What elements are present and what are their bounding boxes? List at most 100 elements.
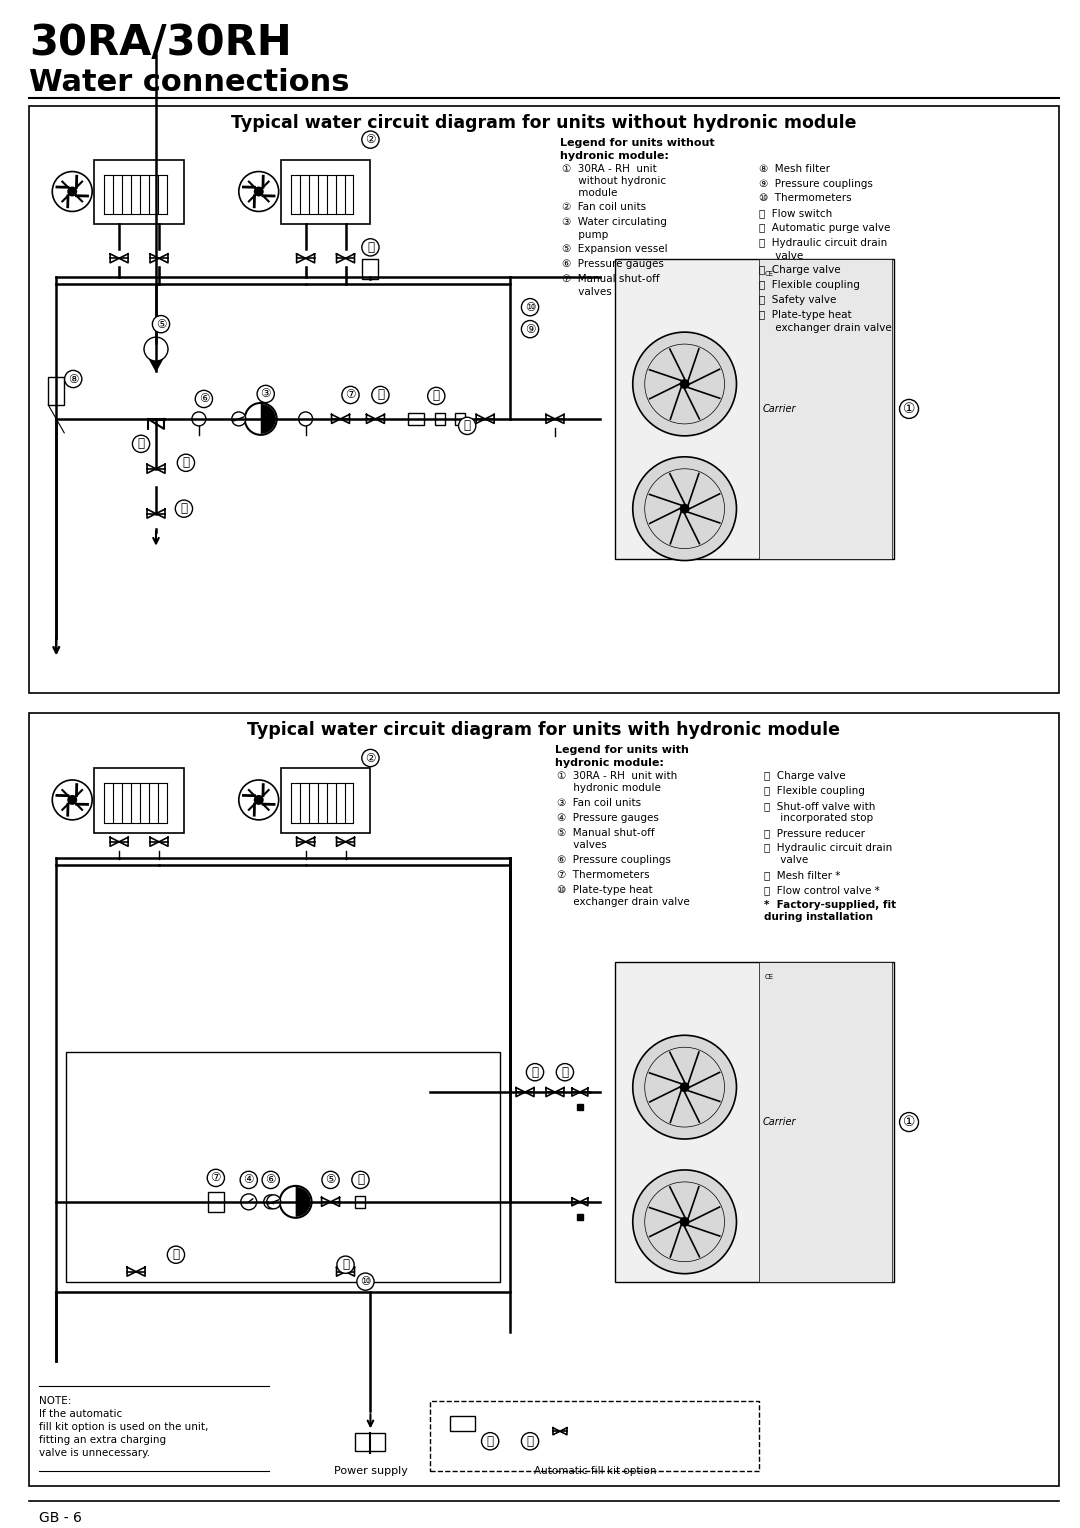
Text: ⑦: ⑦ — [211, 1172, 221, 1184]
Bar — [94, 769, 184, 833]
Text: ⑥: ⑥ — [199, 393, 210, 405]
Text: ⑫: ⑫ — [357, 1174, 364, 1186]
Bar — [759, 260, 892, 559]
Circle shape — [192, 413, 206, 426]
Circle shape — [679, 1082, 690, 1093]
Text: Carrier: Carrier — [762, 403, 796, 414]
Text: ⑭  Pressure reducer: ⑭ Pressure reducer — [765, 828, 865, 837]
Bar — [355, 1196, 365, 1207]
Wedge shape — [296, 1187, 311, 1216]
Text: ③  Water circulating
     pump: ③ Water circulating pump — [562, 217, 666, 240]
Text: ⑯: ⑯ — [137, 437, 145, 451]
Text: NOTE:
If the automatic
fill kit option is used on the unit,
fitting an extra cha: NOTE: If the automatic fill kit option i… — [39, 1397, 208, 1458]
Text: Automatic fill kit option: Automatic fill kit option — [534, 1467, 657, 1476]
Circle shape — [299, 413, 312, 426]
Text: ③  Fan coil units: ③ Fan coil units — [557, 798, 642, 808]
Bar — [615, 260, 894, 559]
Text: ⑨  Pressure couplings: ⑨ Pressure couplings — [759, 179, 874, 188]
Text: ②  Fan coil units: ② Fan coil units — [562, 203, 646, 212]
Text: CE: CE — [765, 272, 773, 277]
Bar — [355, 1433, 386, 1452]
Text: ⑬: ⑬ — [487, 1435, 494, 1447]
Text: ⑰  Flow control valve *: ⑰ Flow control valve * — [765, 885, 880, 895]
Text: ⑯  Mesh filter *: ⑯ Mesh filter * — [765, 869, 841, 880]
Circle shape — [679, 379, 690, 390]
Text: ⑪: ⑪ — [433, 390, 440, 402]
Bar — [615, 963, 894, 1282]
Text: ⑥  Pressure couplings: ⑥ Pressure couplings — [557, 854, 671, 865]
Bar — [29, 105, 1058, 694]
Circle shape — [52, 171, 92, 211]
Text: ⑩: ⑩ — [361, 1276, 370, 1288]
Bar — [29, 714, 1058, 1487]
Text: ⑮  Flexible coupling: ⑮ Flexible coupling — [759, 280, 861, 290]
Circle shape — [633, 1170, 737, 1274]
Text: ①: ① — [903, 402, 915, 416]
Bar — [66, 1053, 500, 1282]
Text: ⑩  Plate-type heat
     exchanger drain valve: ⑩ Plate-type heat exchanger drain valve — [557, 885, 690, 908]
Text: ①: ① — [903, 1115, 915, 1129]
Text: ⑭  Charge valve: ⑭ Charge valve — [759, 266, 841, 275]
Text: ①  30RA - RH  unit with
     hydronic module: ① 30RA - RH unit with hydronic module — [557, 772, 677, 793]
Text: ⑤  Manual shut-off
     valves: ⑤ Manual shut-off valves — [557, 828, 654, 850]
Circle shape — [245, 403, 276, 435]
Text: ⑯: ⑯ — [531, 1065, 539, 1079]
Polygon shape — [144, 348, 168, 371]
Text: ⑭: ⑭ — [183, 457, 189, 469]
Bar — [281, 159, 370, 225]
Text: ⑦  Thermometers: ⑦ Thermometers — [557, 869, 649, 880]
Circle shape — [241, 1193, 257, 1210]
Text: ⑤  Expansion vessel: ⑤ Expansion vessel — [562, 244, 667, 254]
Circle shape — [679, 504, 690, 513]
Text: CE: CE — [765, 975, 773, 981]
Bar — [363, 260, 378, 280]
Text: ⑩: ⑩ — [525, 301, 536, 313]
Bar — [94, 159, 184, 225]
Text: ⑰: ⑰ — [562, 1065, 568, 1079]
Circle shape — [264, 1195, 278, 1209]
Text: ⑰  Plate-type heat
     exchanger drain valve: ⑰ Plate-type heat exchanger drain valve — [759, 310, 892, 333]
Text: ⑰: ⑰ — [463, 419, 471, 432]
Bar — [281, 769, 370, 833]
Text: Legend for units with
hydronic module:: Legend for units with hydronic module: — [555, 746, 689, 769]
Bar — [450, 1416, 475, 1432]
Wedge shape — [260, 403, 275, 434]
Text: ②: ② — [365, 133, 376, 147]
Text: ⑫  Automatic purge valve: ⑫ Automatic purge valve — [759, 223, 891, 234]
Text: ⑤: ⑤ — [325, 1174, 336, 1186]
Text: ⑮: ⑮ — [377, 388, 383, 402]
Text: ⑯  Safety valve: ⑯ Safety valve — [759, 295, 837, 306]
Circle shape — [254, 186, 264, 197]
Circle shape — [633, 457, 737, 561]
Text: ⑭: ⑭ — [527, 1435, 534, 1447]
Circle shape — [67, 186, 77, 197]
Text: ⑫  Flexible coupling: ⑫ Flexible coupling — [765, 785, 865, 796]
Circle shape — [67, 795, 77, 805]
Text: ⑬  Hydraulic circuit drain
     valve: ⑬ Hydraulic circuit drain valve — [759, 238, 888, 261]
Text: ⑥  Pressure gauges: ⑥ Pressure gauges — [562, 260, 664, 269]
Text: ⑦: ⑦ — [346, 388, 355, 402]
Text: ⑤: ⑤ — [156, 318, 166, 330]
Text: ⑪: ⑪ — [342, 1258, 349, 1271]
Text: ⑮: ⑮ — [173, 1248, 179, 1261]
Bar — [456, 413, 465, 425]
Text: ⑩  Thermometers: ⑩ Thermometers — [759, 194, 852, 203]
Text: ⑥: ⑥ — [266, 1174, 276, 1186]
Text: ⑬: ⑬ — [180, 503, 188, 515]
Text: ⑦  Manual shut-off
     valves: ⑦ Manual shut-off valves — [562, 275, 660, 296]
Text: ⑨: ⑨ — [525, 322, 536, 336]
Circle shape — [254, 795, 264, 805]
Text: ⑪  Charge valve: ⑪ Charge valve — [765, 772, 846, 781]
Text: GB - 6: GB - 6 — [39, 1511, 82, 1525]
Text: ④: ④ — [243, 1174, 254, 1186]
Text: ⑬  Shut-off valve with
     incorporated stop: ⑬ Shut-off valve with incorporated stop — [765, 801, 876, 824]
Text: Power supply: Power supply — [334, 1467, 407, 1476]
Circle shape — [633, 332, 737, 435]
Circle shape — [239, 779, 279, 821]
Text: ⑧: ⑧ — [68, 373, 79, 385]
Circle shape — [633, 1036, 737, 1138]
Circle shape — [144, 338, 168, 361]
Text: 30RA/30RH: 30RA/30RH — [29, 21, 292, 64]
Bar — [207, 1192, 224, 1212]
Circle shape — [52, 779, 92, 821]
